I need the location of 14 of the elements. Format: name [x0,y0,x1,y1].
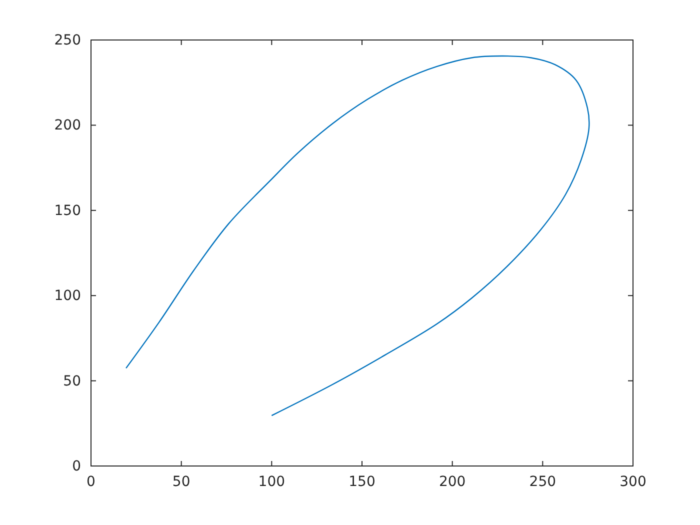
y-tick-label: 100 [54,288,81,304]
x-tick-label: 50 [172,474,190,490]
x-tick-label: 0 [86,474,96,490]
x-tick-label: 100 [258,474,286,490]
y-tick-label: 50 [63,373,81,390]
x-tick-label: 200 [438,474,466,490]
line-series [125,55,590,416]
y-tick-label: 150 [54,202,81,219]
x-tick-label: 250 [529,474,556,490]
y-tick-label: 250 [54,32,81,48]
y-tick-label: 200 [54,118,81,134]
y-tick-label: 0 [72,458,81,474]
x-tick-label: 150 [348,474,376,490]
x-tick-label: 300 [620,474,646,490]
